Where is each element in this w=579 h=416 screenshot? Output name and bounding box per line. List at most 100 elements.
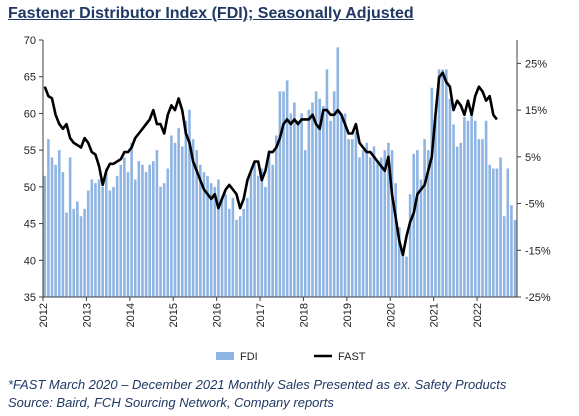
fdi-bar: [336, 47, 340, 297]
x-tick-label: 2021: [429, 303, 441, 327]
fdi-bar: [166, 168, 170, 297]
fdi-bar: [401, 252, 405, 297]
fdi-bar: [184, 120, 188, 298]
fdi-bar: [249, 172, 253, 297]
fdi-bar: [448, 98, 452, 297]
fdi-bar: [227, 208, 231, 297]
fdi-bar: [510, 205, 513, 297]
fdi-bar: [300, 113, 303, 297]
fdi-bar: [278, 91, 282, 298]
fdi-bar: [152, 161, 155, 297]
fdi-bar: [162, 183, 166, 297]
fdi-bar: [419, 179, 423, 297]
fdi-bar: [108, 190, 112, 297]
right-tick-label: 25%: [525, 58, 547, 70]
fdi-bar: [133, 179, 137, 297]
fdi-bar: [202, 172, 206, 297]
fdi-bar: [369, 157, 372, 297]
fdi-bar: [275, 135, 278, 297]
left-tick-label: 35: [24, 292, 36, 304]
fdi-bar: [267, 150, 271, 297]
fdi-bar: [311, 102, 314, 298]
x-tick-label: 2020: [385, 303, 397, 327]
fdi-bar: [499, 157, 502, 297]
right-tick-label: 15%: [525, 105, 547, 117]
left-tick-label: 45: [24, 219, 36, 231]
fdi-bar: [408, 194, 412, 297]
fdi-bar: [238, 216, 242, 297]
fdi-bar: [430, 87, 434, 297]
fdi-bar: [492, 168, 495, 297]
fdi-bar: [329, 120, 332, 298]
fdi-bar: [488, 164, 492, 297]
fdi-bar: [307, 109, 311, 297]
left-tick-label: 40: [24, 255, 36, 267]
fdi-bar: [296, 120, 300, 298]
fdi-bar: [83, 208, 86, 297]
fdi-bar: [104, 168, 108, 297]
fdi-bar: [376, 161, 379, 297]
x-tick-label: 2015: [168, 303, 180, 327]
fdi-bar: [271, 164, 274, 297]
fdi-bar: [434, 117, 437, 297]
left-tick-label: 60: [24, 108, 36, 120]
fdi-bar: [246, 197, 249, 297]
fdi-bar: [256, 175, 260, 297]
chart-legend: FDI FAST: [216, 351, 366, 363]
right-tick-label: -15%: [525, 245, 551, 257]
fdi-bar: [137, 161, 141, 297]
fdi-bar: [235, 219, 238, 297]
fdi-bar: [177, 128, 180, 297]
fdi-bar: [383, 150, 387, 297]
x-tick-label: 2022: [472, 303, 484, 327]
fdi-bar: [466, 120, 470, 298]
x-tick-label: 2017: [255, 303, 267, 327]
fdi-bar: [484, 120, 488, 298]
fdi-bar: [455, 146, 459, 297]
fdi-bar: [365, 142, 369, 297]
footnote-fast: *FAST March 2020 – December 2021 Monthly…: [8, 377, 507, 392]
fdi-bar: [412, 153, 416, 297]
left-tick-label: 50: [24, 182, 36, 194]
right-tick-label: 5%: [525, 152, 541, 164]
fdi-bar: [123, 157, 126, 297]
fdi-bar: [242, 208, 246, 297]
legend-fdi-label: FDI: [240, 351, 258, 363]
fdi-bar: [180, 146, 184, 297]
fdi-bars: [43, 47, 517, 298]
fdi-bar: [473, 120, 477, 298]
fdi-bar: [293, 102, 296, 298]
fdi-bar: [423, 139, 426, 297]
x-tick-label: 2013: [81, 303, 93, 327]
fdi-bar: [65, 212, 68, 297]
fdi-bar: [220, 197, 224, 297]
fdi-bar: [253, 161, 256, 297]
fdi-bar: [470, 113, 473, 297]
fdi-bar: [343, 113, 347, 297]
fdi-bar: [61, 172, 65, 297]
fdi-bar: [506, 168, 510, 297]
fdi-bar: [318, 98, 321, 297]
fdi-bar: [303, 150, 307, 297]
page-title: Fastener Distributor Index (FDI); Season…: [8, 5, 414, 22]
fdi-bar: [101, 186, 104, 297]
fdi-bar: [340, 113, 343, 297]
fdi-bar: [130, 142, 133, 297]
fdi-bar: [72, 208, 76, 297]
fdi-bar: [47, 139, 50, 297]
left-tick-label: 65: [24, 72, 36, 84]
fdi-bar: [390, 150, 394, 297]
fdi-bar: [209, 183, 213, 297]
fast-line: [43, 71, 498, 257]
chart-axes: 35 40 45 50 55 60 65 70 -25% -15% -5% 5% 15% 25% 2012 2…: [24, 35, 551, 327]
fdi-bar: [332, 91, 336, 298]
fdi-bar: [387, 142, 390, 297]
right-tick-label: -25%: [525, 292, 551, 304]
fast-line-group: [43, 71, 498, 257]
footnote-source: Source: Baird, FCH Sourcing Network, Com…: [8, 395, 334, 410]
fdi-bar: [416, 150, 419, 297]
left-tick-label: 70: [24, 35, 36, 47]
x-tick-label: 2018: [298, 303, 310, 327]
fdi-bar: [322, 106, 325, 297]
